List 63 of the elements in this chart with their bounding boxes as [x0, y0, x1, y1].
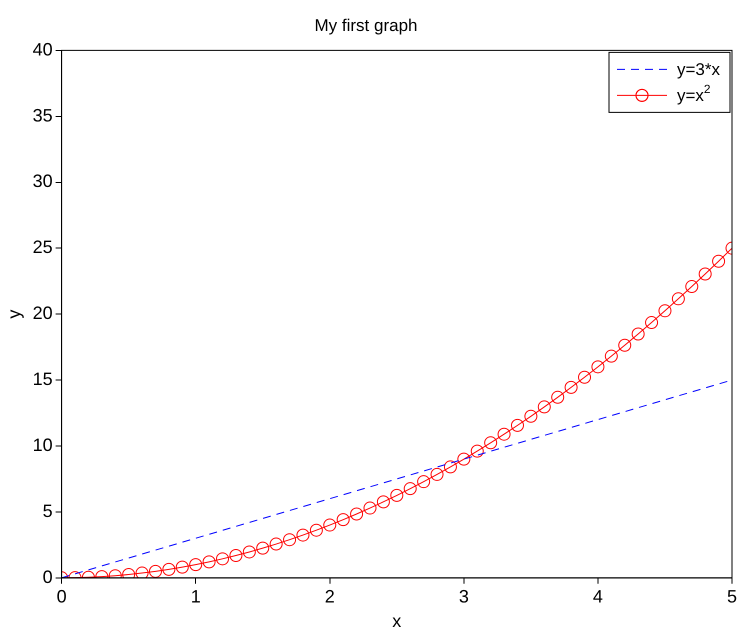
y-tick-label: 20	[32, 303, 53, 324]
point	[551, 390, 564, 404]
point	[310, 524, 323, 537]
point	[658, 304, 672, 318]
point	[336, 513, 350, 526]
point	[498, 428, 511, 441]
point	[176, 560, 189, 574]
point	[604, 350, 618, 363]
point	[564, 380, 578, 394]
point	[148, 564, 162, 578]
point	[202, 555, 216, 568]
chart-title: My first graph	[314, 16, 418, 35]
y-tick-label: 40	[32, 39, 53, 60]
legend-label: y=3*x	[677, 60, 720, 80]
point	[390, 488, 404, 502]
point	[510, 418, 524, 432]
point	[632, 328, 645, 341]
x-tick-label: 0	[56, 586, 67, 607]
point	[417, 475, 430, 488]
y-tick-label: 10	[32, 434, 53, 455]
point	[672, 292, 685, 306]
x-tick-label: 5	[726, 586, 738, 607]
point	[242, 545, 256, 558]
y-tick-label: 15	[32, 368, 53, 389]
point	[591, 360, 604, 374]
point	[283, 533, 296, 546]
point	[645, 316, 658, 330]
y-tick-label: 30	[32, 171, 53, 192]
point	[229, 549, 242, 562]
point	[618, 338, 632, 352]
y-axis-title: y	[4, 310, 24, 319]
point	[323, 518, 336, 532]
point	[444, 460, 457, 474]
point	[685, 280, 698, 294]
y-tick-label: 25	[32, 237, 53, 258]
y-tick-label: 0	[42, 566, 53, 587]
point	[216, 552, 230, 566]
point	[270, 538, 283, 551]
point	[712, 254, 726, 268]
y-tick-label: 5	[42, 500, 53, 521]
point	[578, 370, 592, 384]
x-tick-label: 1	[190, 586, 201, 607]
point	[430, 468, 444, 481]
point	[524, 410, 538, 423]
point	[296, 528, 310, 542]
point	[538, 400, 551, 414]
point	[404, 482, 417, 496]
point	[698, 268, 712, 281]
point	[189, 558, 202, 572]
x-tick-label: 4	[592, 586, 603, 607]
point	[162, 562, 176, 576]
point	[256, 542, 270, 555]
x-tick-label: 2	[324, 586, 335, 607]
point	[470, 444, 484, 458]
x-axis-title: x	[392, 611, 402, 632]
y-tick-label: 35	[32, 105, 53, 126]
point	[484, 436, 498, 450]
point	[350, 507, 364, 520]
point	[376, 495, 390, 508]
point	[136, 566, 149, 578]
point	[457, 452, 470, 466]
point	[363, 502, 376, 515]
x-tick-label: 3	[458, 586, 469, 607]
